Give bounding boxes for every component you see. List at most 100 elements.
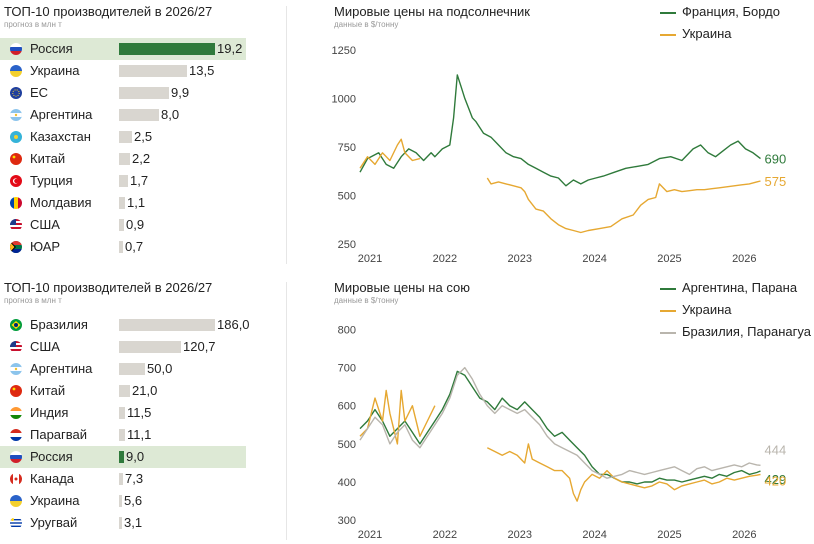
sunflower-chart-title: Мировые цены на подсолнечник: [334, 4, 530, 19]
production-bar: [119, 451, 124, 463]
producer-row: Бразилия 186,0: [0, 314, 250, 336]
production-bar: [119, 131, 132, 143]
legend-swatch-green: [660, 288, 676, 290]
flag-ru-icon: [10, 451, 22, 463]
producer-row: Казахстан 2,5: [0, 126, 246, 148]
flag-kz-icon: [10, 131, 22, 143]
production-bar: [119, 219, 124, 231]
sunflower-table-subtitle: прогноз в млн т: [4, 20, 62, 29]
production-value: 3,1: [124, 515, 143, 530]
x-tick-label: 2023: [507, 253, 531, 265]
flag-us-icon: [10, 219, 22, 231]
country-name: Канада: [30, 471, 75, 486]
flag-in-icon: [10, 407, 22, 419]
production-value: 19,2: [217, 41, 243, 56]
flag-ar-icon: [10, 363, 22, 375]
flag-ua-icon: [10, 65, 22, 77]
producer-row: Молдавия 1,1: [0, 192, 246, 214]
country-name: Турция: [30, 173, 73, 188]
producer-row: Украина 5,6: [0, 490, 246, 512]
production-bar: [119, 363, 145, 375]
producer-row: Аргентина 50,0: [0, 358, 246, 380]
production-bar: [119, 473, 123, 485]
producer-row: Китай 21,0: [0, 380, 246, 402]
series-line: [359, 74, 761, 187]
legend-label: Бразилия, Паранагуа: [682, 324, 811, 339]
x-tick-label: 2022: [433, 529, 457, 541]
country-name: Украина: [30, 63, 80, 78]
country-name: Казахстан: [30, 129, 91, 144]
y-tick-label: 1000: [332, 93, 356, 105]
production-value: 13,5: [189, 63, 215, 78]
producer-row: ЮАР 0,7: [0, 236, 246, 258]
x-tick-label: 2023: [507, 529, 531, 541]
producer-row: США 0,9: [0, 214, 246, 236]
legend-swatch-orange: [660, 310, 676, 312]
country-name: США: [30, 217, 60, 232]
soy-panel: ТОП-10 производителей в 2026/27 прогноз …: [0, 276, 814, 544]
production-value: 9,9: [171, 85, 190, 100]
y-tick-label: 400: [338, 477, 356, 489]
sunflower-panel: ТОП-10 производителей в 2026/27 прогноз …: [0, 0, 814, 268]
y-tick-label: 600: [338, 401, 356, 413]
production-value: 0,7: [125, 239, 144, 254]
flag-ua-icon: [10, 495, 22, 507]
production-value: 7,3: [125, 471, 144, 486]
x-tick-label: 2021: [358, 529, 382, 541]
production-bar: [119, 109, 159, 121]
producer-row: Турция 1,7: [0, 170, 246, 192]
production-value: 0,9: [126, 217, 145, 232]
producer-row: ЕС 9,9: [0, 82, 246, 104]
sunflower-price-plot: 250 500 750 1000 1250 2021 2022 2023 2024 2025 202…: [332, 45, 787, 265]
flag-tr-icon: [10, 175, 22, 187]
country-name: Молдавия: [30, 195, 92, 210]
production-bar: [119, 517, 122, 529]
country-name: Парагвай: [30, 427, 88, 442]
y-tick-label: 750: [338, 142, 356, 154]
series-line: [359, 389, 761, 502]
production-value: 5,6: [124, 493, 143, 508]
country-name: ЮАР: [30, 239, 61, 254]
legend-swatch-green: [660, 12, 676, 14]
flag-ca-icon: [10, 473, 22, 485]
flag-cn-icon: [10, 385, 22, 397]
producer-row: Россия 19,2: [0, 38, 246, 60]
flag-md-icon: [10, 197, 22, 209]
country-name: США: [30, 339, 60, 354]
series-end-label: 420: [765, 473, 787, 488]
flag-cn-icon: [10, 153, 22, 165]
production-value: 11,1: [127, 427, 152, 442]
producer-row: Украина 13,5: [0, 60, 246, 82]
production-bar: [119, 319, 215, 331]
producer-row: Аргентина 8,0: [0, 104, 246, 126]
production-bar: [119, 429, 125, 441]
producer-row: Индия 11,5: [0, 402, 246, 424]
flag-br-icon: [10, 319, 22, 331]
y-tick-label: 250: [338, 239, 356, 251]
production-value: 11,5: [127, 405, 152, 420]
production-bar: [119, 407, 125, 419]
production-value: 2,2: [132, 151, 151, 166]
production-bar: [119, 65, 187, 77]
soy-table-title: ТОП-10 производителей в 2026/27: [4, 280, 213, 295]
soy-table-rows: Бразилия 186,0 США 120,7 Аргентина 50,0 Китай 2…: [0, 314, 250, 534]
flag-eu-icon: [10, 87, 22, 99]
production-value: 120,7: [183, 339, 216, 354]
country-name: Украина: [30, 493, 80, 508]
production-value: 9,0: [126, 449, 145, 464]
legend-swatch-orange: [660, 34, 676, 36]
x-tick-label: 2025: [657, 529, 681, 541]
country-name: ЕС: [30, 85, 49, 100]
x-tick-label: 2025: [657, 253, 681, 265]
production-bar: [119, 241, 123, 253]
legend-label: Аргентина, Парана: [682, 280, 798, 295]
soy-producers-table: ТОП-10 производителей в 2026/27 прогноз …: [0, 276, 250, 544]
production-value: 1,7: [130, 173, 149, 188]
production-bar: [119, 87, 169, 99]
panel-divider: [286, 6, 287, 264]
production-value: 50,0: [147, 361, 173, 376]
producer-row: Канада 7,3: [0, 468, 246, 490]
production-value: 21,0: [132, 383, 158, 398]
flag-us-icon: [10, 341, 22, 353]
producer-row: США 120,7: [0, 336, 246, 358]
